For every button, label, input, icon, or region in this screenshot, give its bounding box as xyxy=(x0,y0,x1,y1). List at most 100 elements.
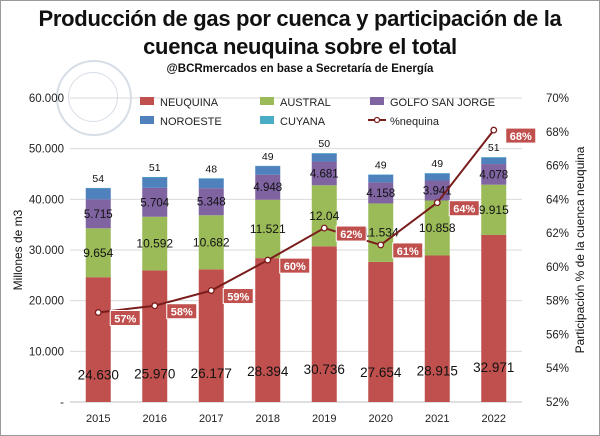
line-point-nequina xyxy=(433,199,441,207)
pct-label: 58% xyxy=(171,307,193,319)
data-label-neuquina: 26.177 xyxy=(191,366,232,381)
y2-tick-label: 70% xyxy=(546,93,569,105)
bar-segment-golfo xyxy=(142,187,168,217)
data-label-golfo: 5.704 xyxy=(140,197,169,209)
chart-title-line2: cuenca neuquina sobre el total xyxy=(143,34,457,59)
data-label-austral: 9.915 xyxy=(479,203,509,217)
data-label-cuyana: 49 xyxy=(262,151,274,163)
pct-label-box xyxy=(279,257,311,274)
bar-segment-noroeste xyxy=(255,166,281,175)
bar-segment-golfo xyxy=(198,188,224,216)
data-label-austral: 9.654 xyxy=(83,246,113,260)
pct-label-box xyxy=(335,225,367,242)
legend-swatch xyxy=(370,97,384,105)
bar-segment-cuyana xyxy=(368,174,394,176)
legend-swatch xyxy=(140,116,154,124)
bar-segment-austral xyxy=(85,228,111,278)
data-label-golfo: 3.941 xyxy=(423,185,452,197)
bar-segment-noroeste xyxy=(368,174,394,183)
data-label-golfo: 4.078 xyxy=(479,169,508,181)
bar-segment-neuquina xyxy=(424,255,450,402)
y-tick-label: 50.000 xyxy=(29,144,64,156)
pct-label: 68% xyxy=(510,131,532,143)
bar-segment-noroeste xyxy=(481,157,507,165)
x-tick-label: 2018 xyxy=(256,413,280,425)
x-tick-label: 2017 xyxy=(199,413,223,425)
y-tick-label: 20.000 xyxy=(29,296,64,308)
bar-segment-noroeste xyxy=(85,188,111,200)
x-tick-label: 2019 xyxy=(312,413,336,425)
data-label-neuquina: 28.394 xyxy=(247,364,289,379)
chart-subtitle: @BCRmercados en base a Secretaría de Ene… xyxy=(166,63,434,75)
y2-tick-label: 58% xyxy=(546,296,569,308)
y2-tick-label: 60% xyxy=(546,262,569,274)
y2-axis-title: Participación % de la cuenca neuquina xyxy=(573,146,587,353)
y2-tick-label: 54% xyxy=(546,363,569,375)
bar-segment-golfo xyxy=(481,164,507,185)
x-tick-label: 2020 xyxy=(369,413,393,425)
bar-segment-austral xyxy=(481,184,507,235)
line-point-nequina xyxy=(320,224,328,232)
y-tick-label: 10.000 xyxy=(29,346,64,358)
data-label-golfo: 5.348 xyxy=(197,197,226,209)
data-label-cuyana: 49 xyxy=(375,160,387,172)
y2-tick-label: 62% xyxy=(546,228,569,240)
bar-segment-cuyana xyxy=(142,176,168,178)
legend-label: CUYANA xyxy=(280,116,326,128)
bar-segment-golfo xyxy=(368,182,394,204)
line-point-nequina xyxy=(151,302,159,310)
y-tick-label: 60.000 xyxy=(29,93,64,105)
bar-segment-cuyana xyxy=(481,157,507,158)
data-label-golfo: 4.158 xyxy=(366,188,395,200)
data-label-golfo: 5.715 xyxy=(84,209,113,221)
legend-swatch xyxy=(260,116,274,124)
data-label-cuyana: 51 xyxy=(488,142,500,154)
y2-tick-label: 66% xyxy=(546,161,569,173)
x-tick-label: 2021 xyxy=(425,413,449,425)
bar-segment-noroeste xyxy=(142,177,168,188)
bar-segment-cuyana xyxy=(255,165,281,167)
line-point-nequina xyxy=(94,309,102,316)
x-tick-label: 2016 xyxy=(143,413,167,425)
data-label-neuquina: 28.915 xyxy=(417,364,458,379)
data-label-golfo: 4.681 xyxy=(310,168,339,180)
bar-segment-neuquina xyxy=(142,270,168,402)
data-label-cuyana: 50 xyxy=(318,138,330,150)
data-label-neuquina: 24.630 xyxy=(78,368,119,383)
y2-tick-label: 64% xyxy=(546,194,569,206)
data-label-golfo: 4.948 xyxy=(253,182,282,194)
bar-segment-cuyana xyxy=(198,178,224,179)
pct-label-box xyxy=(505,127,537,144)
pct-label-box xyxy=(448,200,480,217)
legend-swatch xyxy=(140,97,154,105)
data-label-neuquina: 25.970 xyxy=(134,366,175,381)
bar-segment-noroeste xyxy=(198,178,224,189)
data-label-neuquina: 27.654 xyxy=(360,365,402,380)
y-tick-label: - xyxy=(60,397,64,409)
bar-segment-austral xyxy=(255,199,281,259)
pct-label: 62% xyxy=(340,229,362,241)
pct-label: 64% xyxy=(453,204,475,216)
bar-segment-golfo xyxy=(255,174,281,200)
bar-segment-austral xyxy=(198,215,224,270)
data-label-austral: 10.682 xyxy=(193,235,230,249)
data-label-neuquina: 30.736 xyxy=(304,362,345,377)
data-label-cuyana: 49 xyxy=(431,158,443,170)
bar-segment-austral xyxy=(368,203,394,262)
data-label-austral: 11.521 xyxy=(250,222,286,236)
y-tick-label: 30.000 xyxy=(29,245,64,257)
data-label-austral: 11.534 xyxy=(363,226,399,240)
data-label-austral: 12.04 xyxy=(309,209,339,223)
bar-segment-neuquina xyxy=(481,234,507,402)
y2-tick-label: 56% xyxy=(546,329,569,341)
bar-segment-neuquina xyxy=(255,258,281,402)
bar-segment-cuyana xyxy=(85,187,111,189)
y-axis-title: Millones de m3 xyxy=(11,209,25,290)
pct-label-box xyxy=(222,288,254,305)
pct-label: 61% xyxy=(397,246,419,258)
bar-segment-noroeste xyxy=(424,173,450,181)
x-tick-label: 2015 xyxy=(86,413,110,425)
pct-label: 57% xyxy=(114,313,136,325)
chart-title-line1: Producción de gas por cuenca y participa… xyxy=(38,6,562,31)
